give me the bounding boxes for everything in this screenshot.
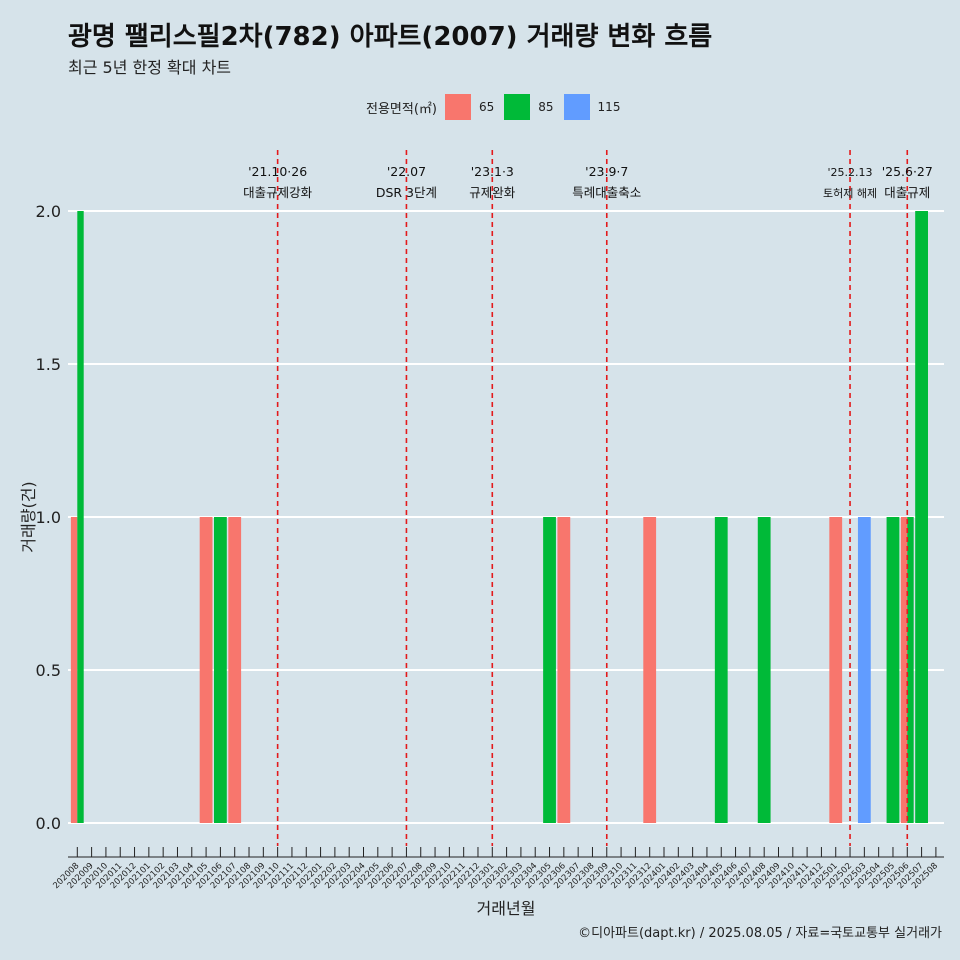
event-date: '25.2.13 <box>828 166 873 179</box>
y-tick-label: 0.0 <box>36 814 61 833</box>
bar-85-202405 <box>714 517 728 823</box>
event-label: DSR 3단계 <box>376 185 437 200</box>
bar-85-202008 <box>77 211 84 823</box>
bars <box>70 211 928 823</box>
legend: 전용면적(㎡) 65 85 115 <box>366 94 630 120</box>
legend-label-85: 85 <box>538 100 554 114</box>
bar-65-202008 <box>70 517 78 823</box>
y-tick-label: 1.5 <box>36 355 61 374</box>
bar-65-202501 <box>829 517 843 823</box>
bar-65-202105 <box>199 517 213 823</box>
legend-label-65: 65 <box>478 100 495 114</box>
bar-85-202506 <box>907 517 914 823</box>
y-axis-label: 거래량(건) <box>19 481 38 552</box>
grid-lines <box>68 210 944 824</box>
event-date: '22.07 <box>387 164 426 179</box>
chart-title: 광명 팰리스필2차(782) 아파트(2007) 거래량 변화 흐름 <box>68 22 713 52</box>
bar-65-202506 <box>900 517 908 823</box>
bar-85-202106 <box>214 517 227 823</box>
event-date: '23.1·3 <box>471 164 514 179</box>
bar-115-202503 <box>857 517 871 823</box>
legend-swatch-65 <box>444 94 471 120</box>
event-markers: '21.10·26 대출규제강화 '22.07 DSR 3단계 '23.1·3 규제완화 '… <box>243 150 933 846</box>
event-label: 규제완화 <box>469 185 516 200</box>
chart-subtitle: 최근 5년 한정 확대 차트 <box>68 58 232 77</box>
legend-swatch-115 <box>563 94 590 120</box>
y-tick-label: 2.0 <box>36 202 61 221</box>
x-axis-label: 거래년월 <box>477 899 536 918</box>
bar-85-202507 <box>915 211 928 823</box>
legend-label-115: 115 <box>597 100 621 114</box>
event-label: 대출규제강화 <box>243 185 313 200</box>
event-label: 특례대출축소 <box>572 185 641 200</box>
event-date: '21.10·26 <box>248 164 307 179</box>
source-caption: ©디아파트(dapt.kr) / 2025.08.05 / 자료=국토교통부 실… <box>578 926 942 941</box>
legend-title: 전용면적(㎡) <box>366 101 437 117</box>
event-label: 대출규제 <box>884 185 930 200</box>
axes: 0.00.51.01.52.02020082020092020102020112… <box>36 202 944 891</box>
legend-swatch-85 <box>504 94 531 120</box>
event-date: '23.9·7 <box>585 164 628 179</box>
bar-65-202107 <box>228 517 242 823</box>
bar-85-202305 <box>543 517 556 823</box>
y-tick-label: 0.5 <box>36 661 61 680</box>
bar-65-202306 <box>557 517 571 823</box>
bar-65-202312 <box>643 517 657 823</box>
y-tick-label: 1.0 <box>36 508 61 527</box>
bar-85-202408 <box>757 517 771 823</box>
bar-85-202505 <box>886 517 900 823</box>
event-label: 토허제 해제 <box>823 186 877 200</box>
event-date: '25.6·27 <box>882 164 933 179</box>
